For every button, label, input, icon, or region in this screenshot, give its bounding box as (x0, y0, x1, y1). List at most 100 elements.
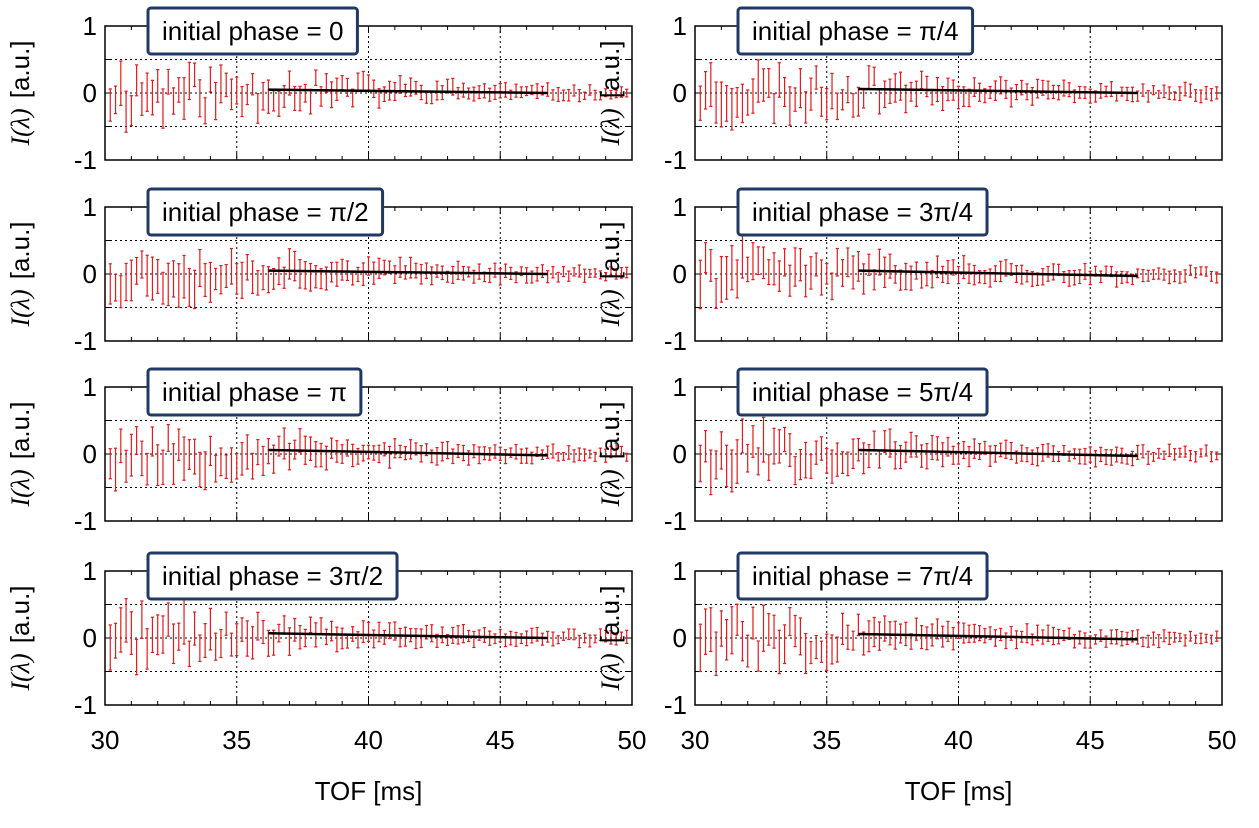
data-point (303, 83, 307, 103)
data-point (1194, 451, 1198, 463)
data-point (1204, 266, 1208, 277)
title-box: initial phase = 3π/4 (736, 187, 989, 237)
data-point (1062, 79, 1066, 97)
data-point (1051, 263, 1055, 281)
data-point (156, 614, 160, 656)
data-point (356, 72, 360, 93)
data-point (135, 426, 139, 456)
data-point (129, 433, 133, 477)
data-point (609, 89, 613, 100)
data-point (625, 452, 629, 462)
data-point (751, 425, 755, 458)
data-point (129, 611, 133, 655)
data-series (698, 416, 1219, 496)
data-point (503, 82, 508, 98)
data-point (893, 73, 897, 103)
data-point (182, 77, 186, 120)
data-point (108, 263, 112, 305)
data-point (1109, 449, 1113, 466)
data-point (140, 440, 144, 477)
data-point (1157, 447, 1161, 459)
title-box: initial phase = 5π/4 (736, 367, 989, 417)
data-point (746, 634, 750, 668)
data-point (282, 427, 286, 460)
data-point (345, 439, 350, 457)
data-point (1188, 449, 1192, 462)
chart-panel-4: initial phase = 3π/4 -1 0 1 I(λ) [a.u.] (595, 187, 1223, 356)
data-point (219, 264, 223, 295)
y-axis-label: I(λ) [a.u.] (595, 585, 625, 691)
data-point (556, 86, 560, 102)
data-point (735, 259, 739, 299)
data-point (946, 436, 950, 457)
data-point (372, 79, 376, 99)
data-point (1194, 89, 1198, 102)
data-point (525, 267, 529, 284)
title-box: initial phase = π/4 (736, 6, 975, 56)
data-point (187, 640, 191, 668)
data-point (514, 631, 518, 647)
data-point (888, 428, 892, 458)
data-point (1083, 262, 1087, 280)
data-point (298, 428, 302, 453)
data-point (1130, 86, 1135, 103)
data-point (930, 269, 934, 289)
data-point (1035, 78, 1040, 99)
data-point (156, 258, 160, 294)
data-point (772, 614, 776, 649)
data-point (798, 68, 802, 109)
chart-panel-5: initial phase = π -1 0 1 I(λ) [a.u.] (5, 367, 633, 536)
x-tick-label: 40 (354, 725, 383, 755)
data-point (208, 607, 212, 651)
title-box: initial phase = 0 (146, 6, 359, 56)
data-point (177, 77, 181, 103)
data-point (240, 442, 244, 476)
data-point (377, 621, 381, 643)
data-point (113, 273, 118, 302)
data-point (272, 90, 276, 112)
data-point (604, 448, 608, 463)
data-point (1041, 267, 1045, 286)
data-point (192, 62, 197, 88)
y-axis-label-unit: [a.u.] (595, 401, 625, 459)
data-point (567, 445, 571, 460)
data-point (319, 617, 323, 635)
data-point (166, 423, 170, 452)
data-point (825, 633, 829, 671)
y-axis-label: I(λ) [a.u.] (5, 221, 35, 327)
data-point (330, 81, 334, 109)
y-axis-label-symbol: I(λ) (6, 108, 35, 146)
data-point (825, 447, 829, 474)
data-point (1088, 270, 1092, 286)
data-point (604, 272, 608, 282)
data-point (888, 621, 892, 646)
data-point (730, 449, 734, 493)
data-point (698, 259, 702, 310)
data-point (856, 437, 860, 462)
data-point (493, 633, 497, 645)
data-point (709, 607, 713, 653)
data-point (777, 429, 781, 464)
data-point (477, 629, 481, 641)
data-point (1178, 86, 1182, 102)
data-point (293, 617, 297, 642)
data-point (609, 630, 613, 645)
data-point (129, 95, 133, 127)
data-point (920, 624, 924, 650)
data-point (214, 81, 218, 121)
data-point (809, 640, 813, 665)
y-tick-label: 0 (673, 78, 687, 108)
title-box: initial phase = 3π/2 (146, 551, 399, 601)
data-point (177, 622, 181, 651)
x-tick-label: 35 (222, 725, 251, 755)
y-tick-label: -1 (664, 690, 687, 720)
data-point (503, 449, 508, 465)
data-point (1183, 445, 1187, 458)
data-point (798, 448, 802, 481)
data-point (962, 622, 966, 644)
y-axis-label-unit: [a.u.] (5, 401, 35, 459)
data-point (1199, 89, 1203, 104)
data-point (398, 256, 402, 278)
data-point (261, 620, 265, 645)
data-point (1146, 269, 1150, 282)
